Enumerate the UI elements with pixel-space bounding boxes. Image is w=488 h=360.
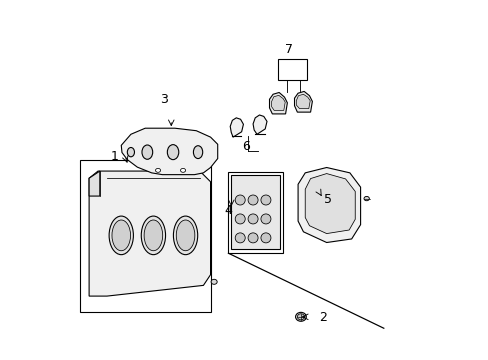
Bar	[278, 59, 306, 80]
Text: 7: 7	[285, 43, 292, 56]
Polygon shape	[294, 91, 312, 112]
Polygon shape	[305, 174, 354, 234]
Circle shape	[235, 195, 244, 205]
Polygon shape	[269, 93, 287, 114]
Polygon shape	[230, 118, 243, 137]
Ellipse shape	[112, 220, 130, 251]
Ellipse shape	[180, 168, 185, 172]
Ellipse shape	[211, 279, 217, 284]
Ellipse shape	[167, 145, 179, 159]
Polygon shape	[296, 94, 309, 109]
Text: 6: 6	[242, 140, 250, 153]
Polygon shape	[298, 167, 360, 243]
Circle shape	[235, 214, 244, 224]
Circle shape	[247, 233, 258, 243]
Text: 5: 5	[324, 193, 332, 206]
Ellipse shape	[144, 220, 163, 251]
Circle shape	[261, 233, 270, 243]
Polygon shape	[89, 171, 210, 296]
Circle shape	[261, 195, 270, 205]
Polygon shape	[231, 175, 280, 249]
Text: 4: 4	[224, 204, 232, 217]
Polygon shape	[121, 128, 217, 175]
Ellipse shape	[142, 145, 152, 159]
Ellipse shape	[141, 216, 165, 255]
Ellipse shape	[155, 168, 160, 172]
Circle shape	[235, 233, 244, 243]
Ellipse shape	[193, 146, 203, 158]
Bar	[80, 160, 210, 312]
Ellipse shape	[127, 148, 134, 157]
Text: 3: 3	[160, 93, 168, 106]
Circle shape	[247, 195, 258, 205]
Ellipse shape	[173, 216, 197, 255]
Ellipse shape	[295, 312, 305, 321]
Polygon shape	[89, 171, 100, 196]
Ellipse shape	[176, 220, 194, 251]
Text: 2: 2	[319, 311, 326, 324]
Polygon shape	[271, 95, 285, 111]
Circle shape	[261, 214, 270, 224]
Circle shape	[247, 214, 258, 224]
Ellipse shape	[109, 216, 133, 255]
Polygon shape	[253, 115, 266, 134]
Text: 1: 1	[110, 150, 118, 163]
Ellipse shape	[363, 197, 368, 201]
Ellipse shape	[297, 314, 304, 320]
Bar	[228, 172, 282, 253]
